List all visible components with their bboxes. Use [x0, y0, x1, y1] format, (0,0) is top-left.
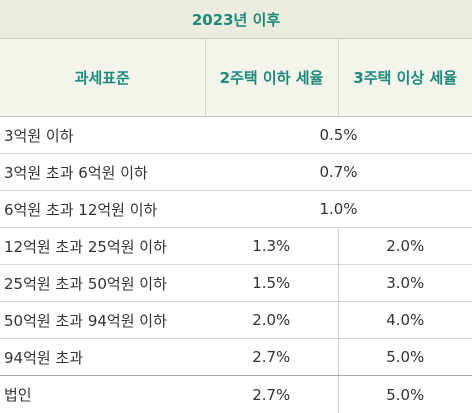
rate-two-or-less: 1.3%	[205, 228, 338, 265]
title-row: 2023년 이후	[0, 0, 472, 39]
header-tax-base: 과세표준	[0, 39, 205, 117]
table-row: 25억원 초과 50억원 이하 1.5% 3.0%	[0, 265, 472, 302]
rate-two-or-less: 2.7%	[205, 339, 338, 376]
row-label: 94억원 초과	[0, 339, 205, 376]
table-row: 12억원 초과 25억원 이하 1.3% 2.0%	[0, 228, 472, 265]
merged-rate: 0.7%	[205, 154, 472, 191]
header-row: 과세표준 2주택 이하 세율 3주택 이상 세율	[0, 39, 472, 117]
row-label: 50억원 초과 94억원 이하	[0, 302, 205, 339]
table-row: 법인 2.7% 5.0%	[0, 376, 472, 413]
table-row: 3억원 이하 0.5%	[0, 117, 472, 154]
rate-two-or-less: 1.5%	[205, 265, 338, 302]
header-two-or-less: 2주택 이하 세율	[205, 39, 338, 117]
table-title: 2023년 이후	[0, 0, 472, 39]
row-label: 3억원 이하	[0, 117, 205, 154]
rate-three-or-more: 4.0%	[338, 302, 472, 339]
merged-rate: 1.0%	[205, 191, 472, 228]
table-row: 50억원 초과 94억원 이하 2.0% 4.0%	[0, 302, 472, 339]
table-row: 94억원 초과 2.7% 5.0%	[0, 339, 472, 376]
rate-three-or-more: 3.0%	[338, 265, 472, 302]
table-row: 3억원 초과 6억원 이하 0.7%	[0, 154, 472, 191]
rate-three-or-more: 5.0%	[338, 339, 472, 376]
merged-rate: 0.5%	[205, 117, 472, 154]
rate-two-or-less: 2.0%	[205, 302, 338, 339]
row-label: 6억원 초과 12억원 이하	[0, 191, 205, 228]
table-row: 6억원 초과 12억원 이하 1.0%	[0, 191, 472, 228]
row-label: 3억원 초과 6억원 이하	[0, 154, 205, 191]
rate-three-or-more: 2.0%	[338, 228, 472, 265]
rate-three-or-more: 5.0%	[338, 376, 472, 413]
row-label: 법인	[0, 376, 205, 413]
row-label: 12억원 초과 25억원 이하	[0, 228, 205, 265]
header-three-or-more: 3주택 이상 세율	[338, 39, 472, 117]
rate-two-or-less: 2.7%	[205, 376, 338, 413]
row-label: 25억원 초과 50억원 이하	[0, 265, 205, 302]
